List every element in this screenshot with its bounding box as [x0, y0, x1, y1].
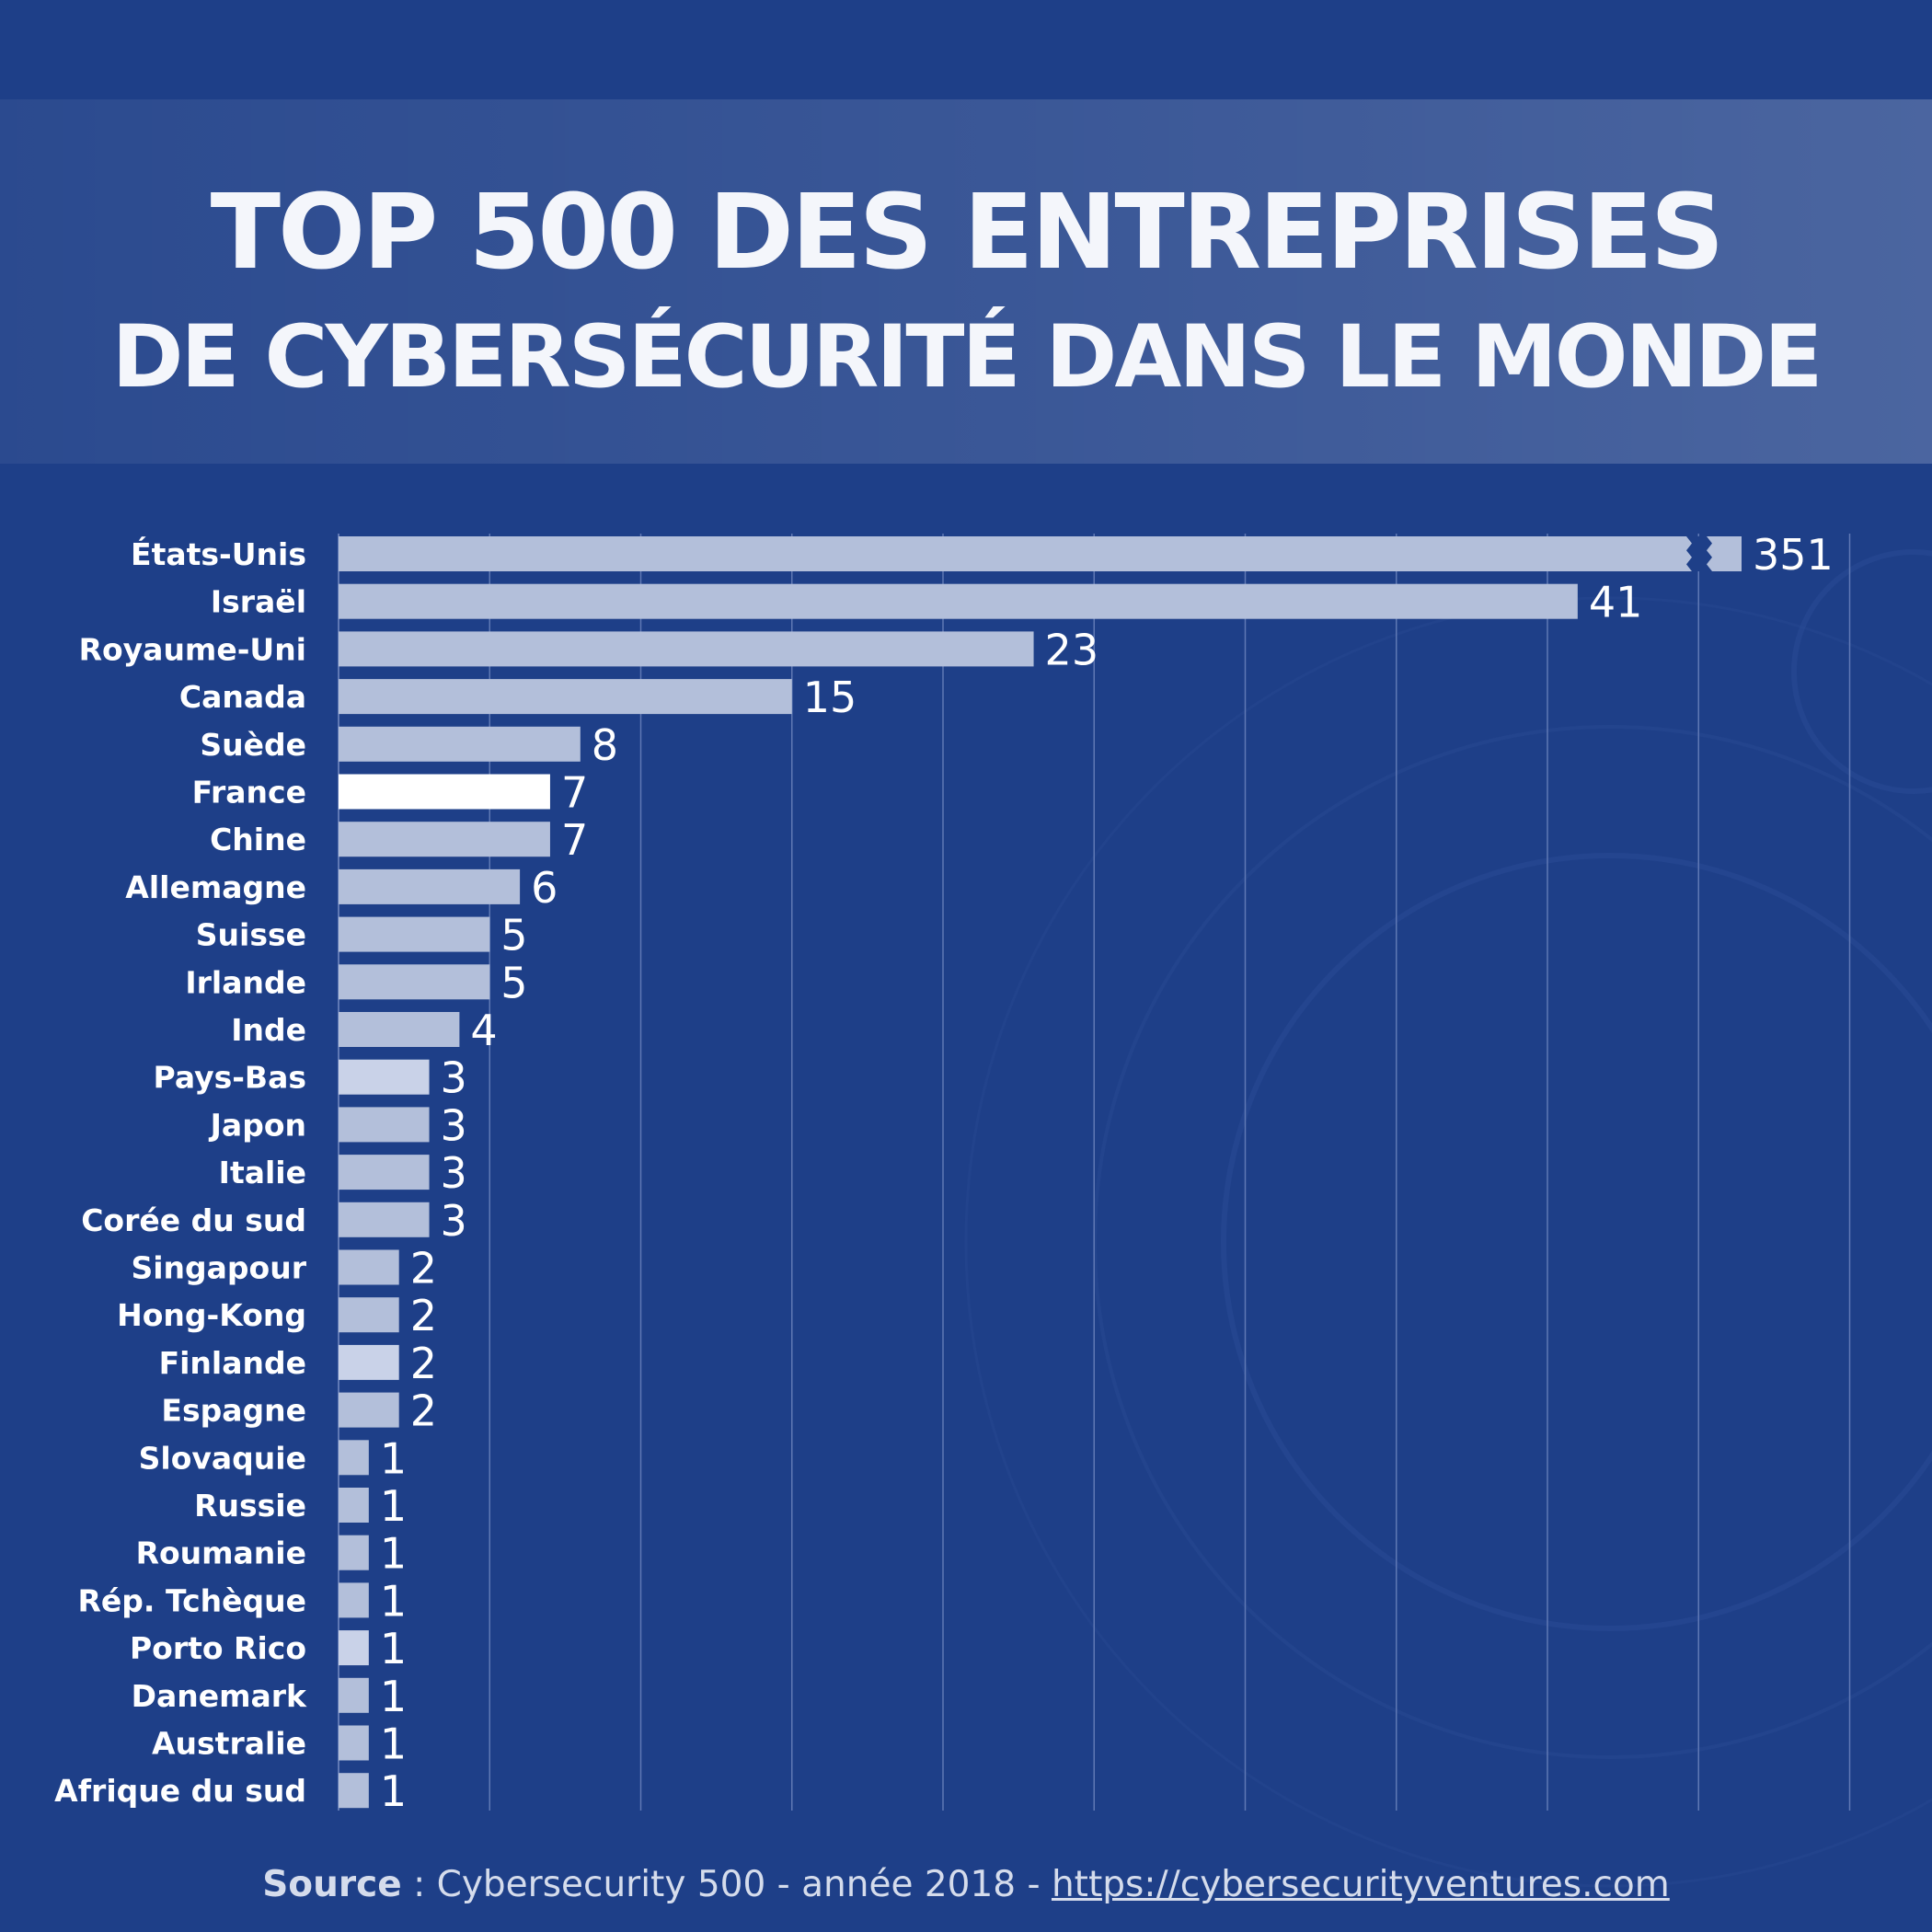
value-label: 2 — [410, 1386, 437, 1436]
category-label: Pays-Bas — [154, 1060, 306, 1096]
bar — [339, 726, 581, 762]
bar — [339, 1392, 399, 1428]
value-label: 351 — [1753, 530, 1834, 580]
category-label: Suisse — [196, 917, 306, 953]
bar — [339, 631, 1034, 667]
value-label: 41 — [1589, 578, 1643, 627]
category-label: Suède — [200, 727, 306, 763]
source-label: Source — [262, 1864, 402, 1905]
value-label: 1 — [380, 1672, 407, 1721]
bar — [339, 1582, 369, 1618]
category-label: Slovaquie — [139, 1440, 306, 1476]
value-label: 2 — [410, 1244, 437, 1294]
value-label: 3 — [441, 1100, 467, 1150]
source-separator: : — [401, 1864, 437, 1905]
category-label: Rép. Tchèque — [78, 1582, 307, 1618]
bar — [339, 1488, 369, 1523]
category-label: Espagne — [161, 1393, 306, 1429]
source-link[interactable]: https://cybersecurityventures.com — [1051, 1864, 1670, 1905]
bar — [339, 1773, 369, 1809]
value-label: 1 — [380, 1766, 407, 1816]
value-label: 5 — [500, 958, 527, 1007]
value-label: 6 — [531, 863, 558, 913]
bar — [339, 964, 490, 1000]
bar — [339, 1059, 430, 1095]
bar — [339, 1535, 369, 1570]
bar — [339, 1012, 460, 1047]
category-label: Allemagne — [125, 869, 306, 905]
value-label: 1 — [380, 1481, 407, 1531]
value-label: 1 — [380, 1529, 407, 1579]
bar — [339, 1107, 430, 1143]
bar — [339, 1677, 369, 1713]
bar — [339, 1725, 369, 1761]
value-label: 3 — [441, 1148, 467, 1198]
bar — [339, 1249, 399, 1285]
bar — [339, 774, 550, 810]
category-label: Corée du sud — [81, 1202, 306, 1238]
value-label: 1 — [380, 1719, 407, 1769]
bar — [339, 1630, 369, 1666]
value-label: 3 — [441, 1053, 467, 1103]
bar — [339, 536, 1742, 571]
bar — [339, 583, 1578, 619]
bar — [339, 1155, 430, 1190]
category-label: Afrique du sud — [54, 1773, 306, 1809]
category-label: Porto Rico — [130, 1630, 306, 1666]
category-label: Inde — [231, 1012, 306, 1048]
category-label: Finlande — [159, 1345, 306, 1381]
axis-break — [1686, 536, 1712, 571]
value-label: 7 — [561, 815, 588, 865]
category-label: Royaume-Uni — [79, 631, 306, 667]
value-label: 1 — [380, 1576, 407, 1626]
value-label: 3 — [441, 1196, 467, 1246]
category-label: Israël — [211, 584, 306, 620]
category-label: Hong-Kong — [117, 1297, 306, 1333]
value-label: 1 — [380, 1433, 407, 1483]
category-label: Russie — [194, 1488, 306, 1524]
bar — [339, 1297, 399, 1333]
category-label: Irlande — [185, 964, 306, 1000]
category-label: Roumanie — [136, 1535, 306, 1571]
bar — [339, 916, 490, 952]
category-label: Japon — [209, 1107, 306, 1143]
value-label: 2 — [410, 1291, 437, 1340]
category-label: Danemark — [132, 1678, 307, 1714]
value-label: 7 — [561, 768, 588, 818]
category-label: Italie — [219, 1155, 306, 1190]
bar — [339, 1202, 430, 1237]
category-label: Canada — [179, 679, 306, 715]
value-label: 1 — [380, 1624, 407, 1673]
bar — [339, 822, 550, 857]
chart-title: TOP 500 DES ENTREPRISES — [210, 173, 1725, 293]
source-text: Cybersecurity 500 - année 2018 - — [436, 1864, 1052, 1905]
value-label: 23 — [1045, 625, 1099, 674]
chart-subtitle: DE CYBERSÉCURITÉ DANS LE MONDE — [111, 307, 1823, 408]
source-footer: Source : Cybersecurity 500 - année 2018 … — [0, 1864, 1932, 1905]
bar — [339, 1440, 369, 1476]
category-label: Chine — [210, 822, 306, 857]
value-label: 2 — [410, 1339, 437, 1388]
bar — [339, 868, 521, 904]
bar — [339, 679, 792, 715]
value-label: 5 — [500, 911, 527, 960]
value-label: 8 — [592, 720, 618, 770]
value-label: 4 — [470, 1006, 497, 1055]
category-label: France — [192, 775, 306, 811]
bars — [339, 536, 1742, 1809]
category-label: Australie — [152, 1726, 306, 1762]
grid-lines — [338, 534, 1851, 1811]
category-label: États-Unis — [131, 535, 306, 572]
category-label: Singapour — [131, 1250, 306, 1286]
title-band — [0, 99, 1932, 464]
bar — [339, 1344, 399, 1380]
value-label: 15 — [803, 673, 857, 722]
